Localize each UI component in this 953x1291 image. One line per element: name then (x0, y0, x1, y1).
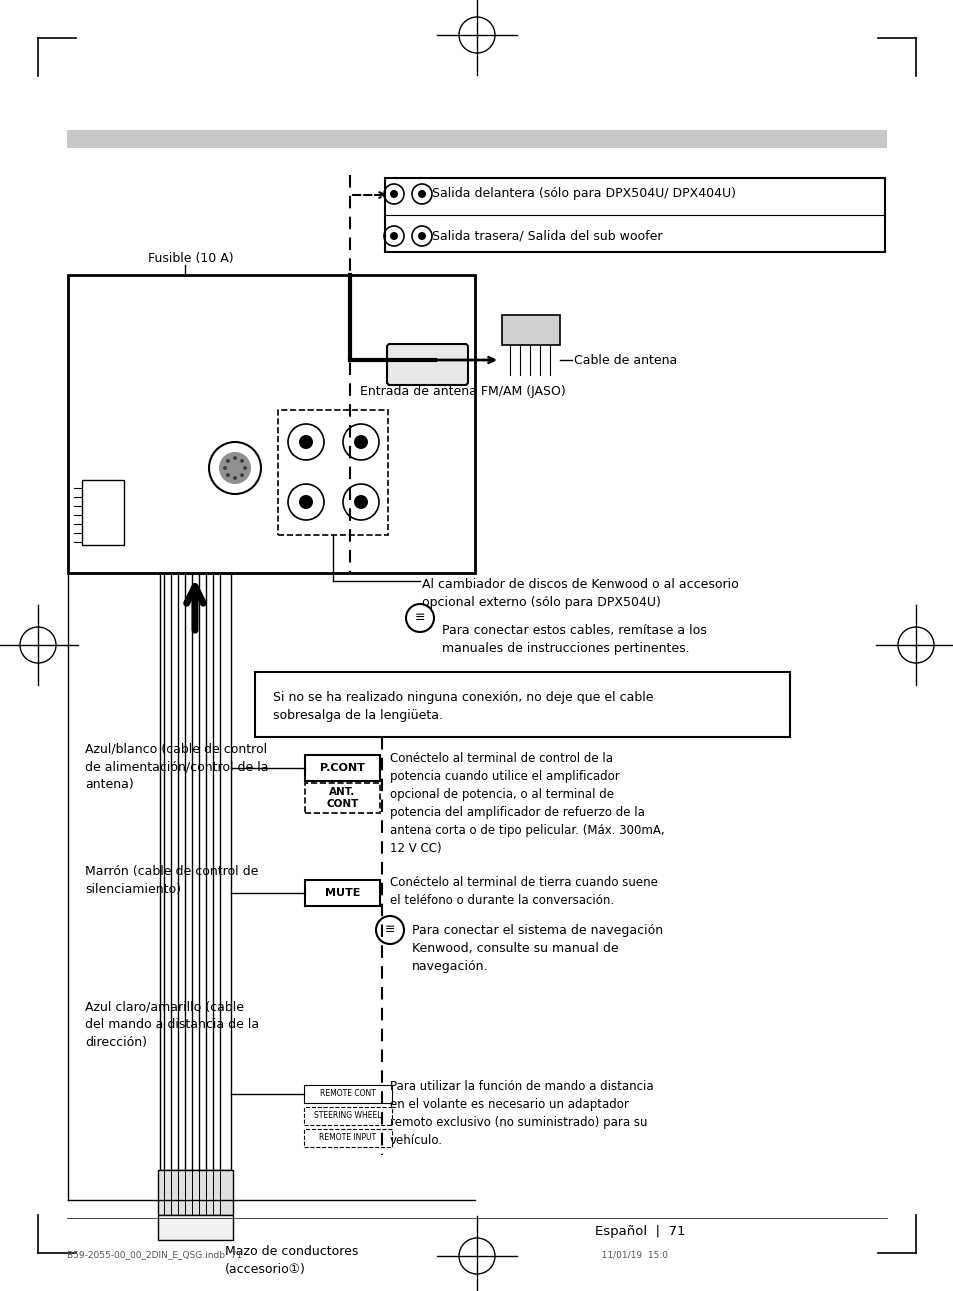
Bar (277, 411, 388, 534)
Text: ANT.
CONT: ANT. CONT (326, 788, 358, 808)
Bar (82, 480, 124, 545)
Text: Para conectar estos cables, remítase a los
manuales de instrucciones pertinentes: Para conectar estos cables, remítase a l… (441, 624, 706, 655)
Text: Salida trasera/ Salida del sub woofer: Salida trasera/ Salida del sub woofer (432, 230, 661, 243)
Circle shape (243, 466, 247, 470)
Text: REMOTE CONT: REMOTE CONT (319, 1090, 375, 1099)
Circle shape (354, 494, 368, 509)
Text: Al cambiador de discos de Kenwood o al accesorio
opcional externo (sólo para DPX: Al cambiador de discos de Kenwood o al a… (421, 578, 738, 609)
Bar (385, 178, 884, 252)
Text: Entrada de antena FM/AM (JASO): Entrada de antena FM/AM (JASO) (359, 385, 565, 398)
Circle shape (223, 466, 227, 470)
Text: REMOTE INPUT: REMOTE INPUT (319, 1133, 376, 1143)
Bar (304, 1130, 392, 1146)
Bar (305, 755, 379, 781)
Circle shape (417, 232, 426, 240)
Text: Conéctelo al terminal de control de la
potencia cuando utilice el amplificador
o: Conéctelo al terminal de control de la p… (390, 751, 664, 855)
Bar (158, 1170, 233, 1215)
Bar (305, 880, 379, 906)
Circle shape (354, 435, 368, 449)
Circle shape (219, 452, 251, 484)
Circle shape (233, 476, 236, 480)
Text: Marrón (cable de control de
silenciamiento): Marrón (cable de control de silenciamien… (85, 865, 258, 896)
Text: Azul/blanco (cable de control
de alimentación/control de la
antena): Azul/blanco (cable de control de aliment… (85, 742, 268, 791)
Bar (501, 315, 559, 345)
Circle shape (417, 190, 426, 198)
Circle shape (298, 494, 313, 509)
Text: Fusible (10 A): Fusible (10 A) (148, 252, 233, 265)
Text: MUTE: MUTE (324, 888, 360, 899)
Circle shape (240, 458, 244, 463)
Text: Para utilizar la función de mando a distancia
en el volante es necesario un adap: Para utilizar la función de mando a dist… (390, 1081, 653, 1146)
Text: Si no se ha realizado ninguna conexión, no deje que el cable
sobresalga de la le: Si no se ha realizado ninguna conexión, … (273, 691, 653, 722)
Bar (160, 573, 231, 1170)
Text: Español  |  71: Español | 71 (595, 1225, 685, 1238)
Bar (304, 1084, 392, 1103)
Text: ≡: ≡ (384, 923, 395, 936)
FancyBboxPatch shape (387, 343, 468, 385)
Text: STEERING WHEEL: STEERING WHEEL (314, 1112, 381, 1121)
Bar (67, 130, 886, 148)
Circle shape (390, 190, 397, 198)
Bar (158, 1215, 233, 1239)
Text: Cable de antena: Cable de antena (574, 354, 677, 367)
Bar (254, 673, 789, 737)
Circle shape (226, 473, 230, 478)
Text: Para conectar el sistema de navegación
Kenwood, consulte su manual de
navegación: Para conectar el sistema de navegación K… (412, 924, 662, 973)
Circle shape (390, 232, 397, 240)
Text: Conéctelo al terminal de tierra cuando suene
el teléfono o durante la conversaci: Conéctelo al terminal de tierra cuando s… (390, 877, 658, 908)
Text: ≡: ≡ (415, 612, 425, 625)
Text: Azul claro/amarillo (cable
del mando a distancia de la
dirección): Azul claro/amarillo (cable del mando a d… (85, 1001, 259, 1050)
Bar (304, 1106, 392, 1124)
Circle shape (233, 456, 236, 460)
Circle shape (240, 473, 244, 478)
Text: Mazo de conductores
(accesorio①): Mazo de conductores (accesorio①) (225, 1245, 358, 1276)
Bar (305, 784, 379, 813)
Circle shape (298, 435, 313, 449)
Text: B59-2055-00_00_2DIN_E_QSG.indb  71                                              : B59-2055-00_00_2DIN_E_QSG.indb 71 (67, 1251, 667, 1260)
Text: Salida delantera (sólo para DPX504U/ DPX404U): Salida delantera (sólo para DPX504U/ DPX… (432, 187, 735, 200)
Circle shape (226, 458, 230, 463)
Bar (68, 275, 475, 573)
Text: P.CONT: P.CONT (319, 763, 365, 773)
